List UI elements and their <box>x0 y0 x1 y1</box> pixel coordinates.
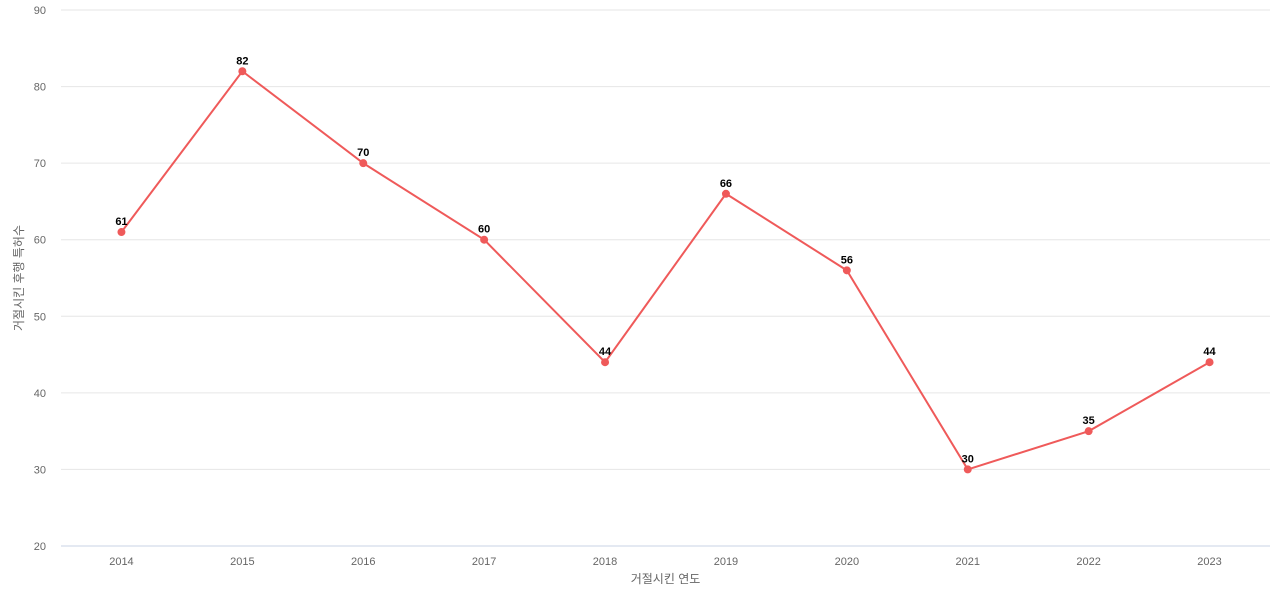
y-tick-label: 50 <box>34 311 46 323</box>
y-tick-label: 80 <box>34 82 46 94</box>
data-label: 56 <box>841 254 853 266</box>
x-axis-title: 거절시킨 연도 <box>631 572 701 586</box>
data-point[interactable] <box>721 189 730 198</box>
y-tick-label: 90 <box>34 5 46 17</box>
data-point[interactable] <box>480 235 489 244</box>
x-tick-label: 2018 <box>593 556 617 568</box>
data-point[interactable] <box>359 159 368 168</box>
x-tick-label: 2022 <box>1076 556 1100 568</box>
x-tick-label: 2016 <box>351 556 375 568</box>
x-tick-label: 2015 <box>230 556 254 568</box>
x-tick-label: 2021 <box>956 556 980 568</box>
data-label: 82 <box>236 55 248 67</box>
data-point[interactable] <box>117 228 126 237</box>
x-tick-label: 2017 <box>472 556 496 568</box>
data-label: 66 <box>720 178 732 190</box>
data-label: 44 <box>599 346 612 358</box>
x-tick-label: 2020 <box>835 556 859 568</box>
data-point[interactable] <box>601 358 610 367</box>
x-tick-label: 2023 <box>1197 556 1221 568</box>
y-tick-label: 30 <box>34 464 46 476</box>
data-point[interactable] <box>1084 427 1093 436</box>
data-label: 35 <box>1083 415 1095 427</box>
data-label: 61 <box>115 216 127 228</box>
x-tick-label: 2019 <box>714 556 738 568</box>
data-label: 60 <box>478 224 490 236</box>
data-point[interactable] <box>842 266 851 275</box>
data-point[interactable] <box>1205 358 1214 367</box>
data-label: 44 <box>1203 346 1216 358</box>
data-label: 30 <box>962 453 974 465</box>
data-point[interactable] <box>963 465 972 474</box>
y-tick-label: 60 <box>34 235 46 247</box>
y-tick-label: 40 <box>34 388 46 400</box>
series-line <box>120 69 1211 471</box>
x-tick-label: 2014 <box>109 556 133 568</box>
data-label: 70 <box>357 147 369 159</box>
data-point[interactable] <box>238 67 247 76</box>
y-tick-label: 20 <box>34 541 46 553</box>
y-tick-label: 70 <box>34 158 46 170</box>
y-axis-title: 거절시킨 후행 특허수 <box>11 225 26 331</box>
